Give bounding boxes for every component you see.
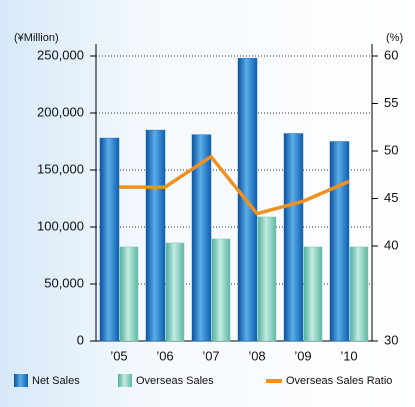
x-tick-label: ’05 [110,348,127,363]
bar [165,242,185,342]
y2-tick-label: 30 [384,332,398,347]
y-tick-label: 100,000 [37,218,84,233]
y-tick-label: 150,000 [37,161,84,176]
x-tick-label: ’08 [248,348,265,363]
legend-swatch [118,374,132,387]
y-unit: (¥Million) [14,32,59,44]
legend-label: Net Sales [32,375,80,387]
bar [303,246,323,342]
legend-label: Overseas Sales Ratio [286,375,392,387]
y-tick-label: 50,000 [44,275,84,290]
bar [191,134,212,342]
bar [119,246,139,342]
bar [257,216,277,342]
x-tick-label: ’10 [340,348,357,363]
y-tick-label: 200,000 [37,104,84,119]
x-tick-label: ’07 [202,348,219,363]
x-tick-label: ’09 [294,348,311,363]
y2-tick-label: 40 [384,237,398,252]
line [119,154,350,216]
bar [349,246,369,342]
bar [145,129,166,342]
y2-tick-label: 60 [384,47,398,62]
y2-unit: (%) [386,32,403,44]
y2-tick-label: 55 [384,95,398,110]
legend-label: Overseas Sales [136,375,214,387]
bar [283,133,304,342]
legend-swatch [266,379,282,383]
legend-swatch [14,374,28,387]
bar [99,137,120,342]
x-tick-label: ’06 [156,348,173,363]
y-tick-label: 0 [77,332,84,347]
bar [211,238,231,342]
y2-tick-label: 50 [384,142,398,157]
y-tick-label: 250,000 [37,47,84,62]
y2-tick-label: 45 [384,190,398,205]
bar [329,141,350,342]
